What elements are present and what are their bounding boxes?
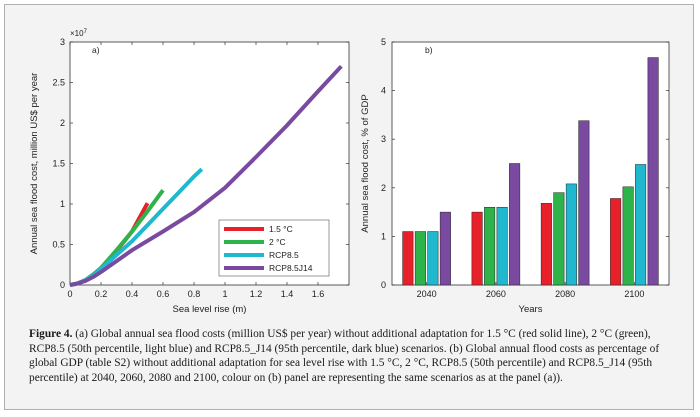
x-tick-label-b: 2040: [417, 289, 437, 299]
y-tick-label-b: 3: [381, 134, 386, 144]
y-tick-label-b: 2: [381, 183, 386, 193]
x-tick-label-b: 2100: [624, 289, 644, 299]
y-tick-label-a: 1.5: [52, 159, 65, 169]
legend-label-a: RCP8.5: [269, 250, 299, 260]
y-exponent-label-a: ×107: [70, 29, 88, 38]
x-tick-label-b: 2060: [486, 289, 506, 299]
figure-caption: Figure 4. (a) Global annual sea flood co…: [29, 327, 679, 385]
bar-2060-15c: [471, 211, 483, 286]
series-line-rcp85j14: [69, 64, 343, 287]
y-tick-label-a: 0: [60, 280, 65, 290]
figure-frame: 0 0.2 0.4 0.6 0.8 1 1.2 1.4 1.6 0 0.5 1 1.5 2 2.5 3 ×107…: [4, 4, 694, 410]
figure-panels: 0 0.2 0.4 0.6 0.8 1 1.2 1.4 1.6 0 0.5 1 1.5 2 2.5 3 ×107…: [29, 29, 670, 315]
x-tick-label-b: 2080: [555, 289, 575, 299]
panel-label-a: a): [92, 45, 100, 55]
x-tick-label-a: 0.2: [95, 289, 108, 299]
x-tick-label-a: 0.4: [126, 289, 139, 299]
y-tick-label-a: 3: [60, 37, 65, 47]
legend-label-a: 1.5 °C: [269, 224, 293, 234]
y-tick-label-b: 1: [381, 231, 386, 241]
x-tick-label-a: 0.6: [157, 289, 170, 299]
x-tick-label-a: 0: [67, 289, 72, 299]
y-exponent-power-a: 7: [84, 29, 88, 35]
y-tick-label-b: 0: [381, 280, 386, 290]
bar-2080-rcp85j14: [578, 120, 590, 286]
bar-2060-2c: [484, 206, 496, 286]
bar-2080-rcp85: [565, 183, 577, 286]
y-axis-label-b: Annual sea flood cost, % of GDP: [360, 94, 371, 232]
bar-2080-15c: [540, 203, 552, 286]
bar-2060-rcp85j14: [509, 163, 521, 286]
bar-2040-2c: [414, 231, 426, 286]
x-axis-label-b: Years: [519, 304, 543, 315]
panel-b-bar-chart: 0 1 2 3 4 5 2040 2060 2080 2100 b) Years Annual sea …: [360, 37, 670, 315]
x-tick-label-a: 1.2: [250, 289, 263, 299]
y-axis-label-a: Annual sea flood cost, million US$ per y…: [29, 73, 40, 255]
bar-2080-2c: [553, 192, 565, 286]
panel-a-line-chart: 0 0.2 0.4 0.6 0.8 1 1.2 1.4 1.6 0 0.5 1 1.5 2 2.5 3 ×107…: [29, 29, 350, 315]
bar-2100-rcp85j14: [647, 57, 659, 286]
y-tick-label-b: 4: [381, 86, 386, 96]
panel-label-b: b): [425, 45, 433, 55]
bar-2100-rcp85: [635, 164, 647, 286]
bar-2040-rcp85: [427, 231, 439, 286]
legend-label-a: 2 °C: [269, 237, 286, 247]
bar-2040-rcp85j14: [439, 211, 451, 286]
y-tick-label-a: 2.5: [52, 78, 65, 88]
bar-2100-15c: [610, 198, 622, 286]
x-tick-label-a: 1.4: [281, 289, 294, 299]
bar-2060-rcp85: [496, 206, 508, 286]
bar-2040-15c: [402, 231, 414, 286]
x-axis-label-a: Sea level rise (m): [173, 304, 247, 315]
y-tick-label-a: 2: [60, 118, 65, 128]
x-tick-label-a: 1.6: [312, 289, 325, 299]
y-tick-label-b: 5: [381, 37, 386, 47]
y-tick-label-a: 1: [60, 199, 65, 209]
x-tick-label-a: 0.8: [188, 289, 201, 299]
caption-label: Figure 4.: [29, 328, 73, 340]
legend-label-a: RCP8.5J14: [269, 263, 313, 273]
x-tick-label-a: 1: [222, 289, 227, 299]
bar-2100-2c: [622, 186, 634, 286]
caption-text: (a) Global annual sea flood costs (milli…: [29, 328, 660, 384]
y-tick-label-a: 0.5: [52, 240, 65, 250]
